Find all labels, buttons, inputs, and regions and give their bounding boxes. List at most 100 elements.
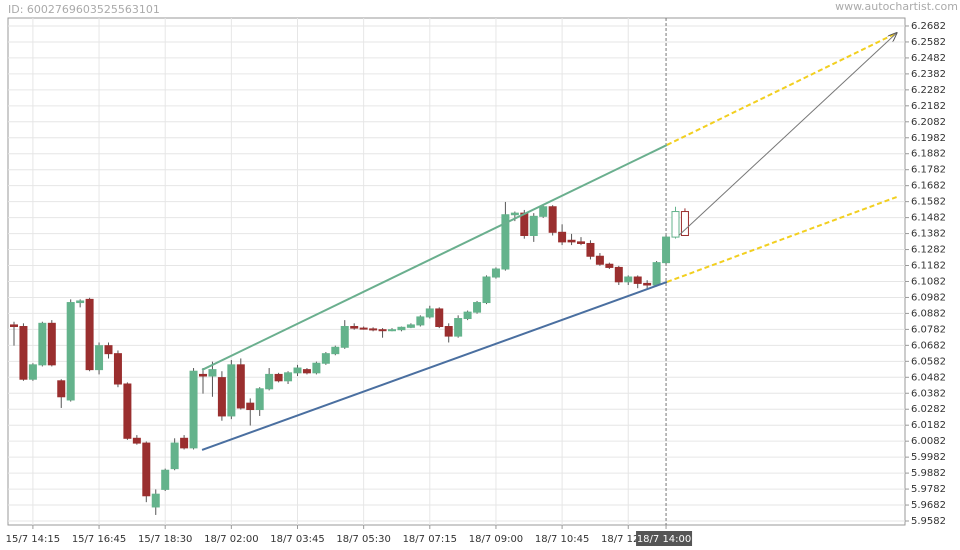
- pattern-line: [201, 144, 668, 371]
- candle-body: [614, 266, 623, 283]
- candle-body: [435, 308, 444, 328]
- y-tick-label: 6.2082: [911, 117, 946, 128]
- y-tick-label: 6.0382: [911, 388, 946, 399]
- y-tick-label: 6.1382: [911, 229, 946, 240]
- candle-body: [47, 322, 56, 366]
- candle-body: [246, 402, 255, 411]
- candle-body: [123, 383, 132, 439]
- pattern-line: [666, 32, 898, 146]
- candle-body: [586, 242, 595, 257]
- candle-body: [567, 239, 576, 243]
- y-tick-label: 6.1882: [911, 149, 946, 160]
- candle-body: [57, 380, 66, 398]
- y-tick-label: 6.0182: [911, 420, 946, 431]
- candle-body: [558, 231, 567, 243]
- y-tick-label: 6.1482: [911, 213, 946, 224]
- y-tick-label: 6.2582: [911, 37, 946, 48]
- candle-body: [577, 241, 585, 244]
- y-tick-label: 6.1082: [911, 276, 946, 287]
- candle-body: [652, 262, 661, 286]
- candle-body: [19, 326, 28, 380]
- y-tick-label: 6.0082: [911, 436, 946, 447]
- x-label-highlight: [636, 531, 693, 546]
- y-tick-label: 6.0282: [911, 404, 946, 415]
- candle-body: [473, 302, 482, 313]
- pattern-line: [666, 196, 897, 283]
- candle-body: [312, 362, 321, 374]
- candle-body: [95, 345, 104, 371]
- candle-body: [491, 268, 500, 278]
- y-tick-label: 6.2282: [911, 85, 946, 96]
- candle-body: [369, 328, 378, 331]
- candle-body: [633, 276, 642, 284]
- y-tick-label: 5.9982: [911, 452, 946, 463]
- candle-body: [284, 372, 293, 382]
- y-tick-label: 6.0882: [911, 308, 946, 319]
- y-tick-label: 6.0682: [911, 340, 946, 351]
- y-tick-label: 5.9882: [911, 468, 946, 479]
- candle-body: [104, 345, 113, 355]
- candle-body: [463, 311, 472, 320]
- candle-body: [624, 276, 633, 283]
- candle-body: [265, 373, 274, 390]
- site-name: www.autochartist.com: [835, 0, 958, 13]
- candle-body: [444, 326, 453, 337]
- candle-body: [605, 263, 614, 268]
- y-tick-label: 5.9682: [911, 500, 946, 511]
- candle-body: [302, 369, 311, 374]
- y-tick-label: 6.2482: [911, 53, 946, 64]
- candle-body: [595, 255, 604, 265]
- candle-body: [671, 211, 680, 238]
- x-tick-label: 18/7 14:00: [637, 534, 691, 545]
- x-tick-label: 15/7 16:45: [72, 534, 126, 545]
- candle-body: [274, 373, 283, 382]
- candle-body: [255, 388, 264, 411]
- x-tick-label: 18/7 03:45: [270, 534, 324, 545]
- x-tick-label: 18/7 02:00: [204, 534, 258, 545]
- candle-body: [359, 327, 368, 330]
- y-tick-label: 6.0782: [911, 324, 946, 335]
- pattern-line: [678, 33, 896, 236]
- candle-body: [161, 469, 170, 490]
- candle-body: [66, 302, 75, 401]
- y-tick-label: 6.1782: [911, 165, 946, 176]
- y-tick-label: 6.0982: [911, 292, 946, 303]
- candle-body: [548, 206, 557, 233]
- candle-body: [539, 206, 548, 217]
- candle-body: [416, 316, 425, 326]
- candle-body: [406, 324, 415, 328]
- x-tick-label: 18/7 05:30: [336, 534, 390, 545]
- candle-body: [10, 324, 18, 328]
- candle-body: [350, 326, 359, 329]
- candle-body: [529, 215, 538, 236]
- candle-body: [662, 236, 671, 264]
- candle-body: [199, 373, 207, 377]
- candle-body: [680, 211, 689, 236]
- candle-body: [208, 369, 217, 377]
- candle-body: [510, 212, 519, 216]
- candle-body: [425, 308, 434, 318]
- candle-body: [378, 329, 387, 332]
- y-tick-label: 6.1582: [911, 197, 946, 208]
- candle-body: [643, 282, 652, 286]
- pattern-line: [201, 281, 668, 451]
- candle-body: [151, 493, 160, 508]
- candle-body: [28, 364, 37, 380]
- candle-body: [142, 442, 151, 497]
- candle-body: [227, 364, 236, 417]
- candle-body: [397, 326, 406, 331]
- x-tick-label: 18/7 10:45: [535, 534, 589, 545]
- candle-body: [38, 322, 47, 366]
- candle-body: [454, 318, 463, 337]
- x-tick-label: 18/7 09:00: [469, 534, 523, 545]
- x-tick-label: 15/7 14:15: [6, 534, 60, 545]
- candle-body: [113, 353, 122, 385]
- y-tick-label: 5.9582: [911, 516, 946, 527]
- y-tick-label: 5.9782: [911, 484, 946, 495]
- candle-body: [293, 367, 302, 374]
- x-tick-label: 18/7 12:30: [601, 534, 655, 545]
- y-tick-label: 6.2382: [911, 69, 946, 80]
- y-tick-label: 6.2182: [911, 101, 946, 112]
- candle-body: [170, 442, 179, 470]
